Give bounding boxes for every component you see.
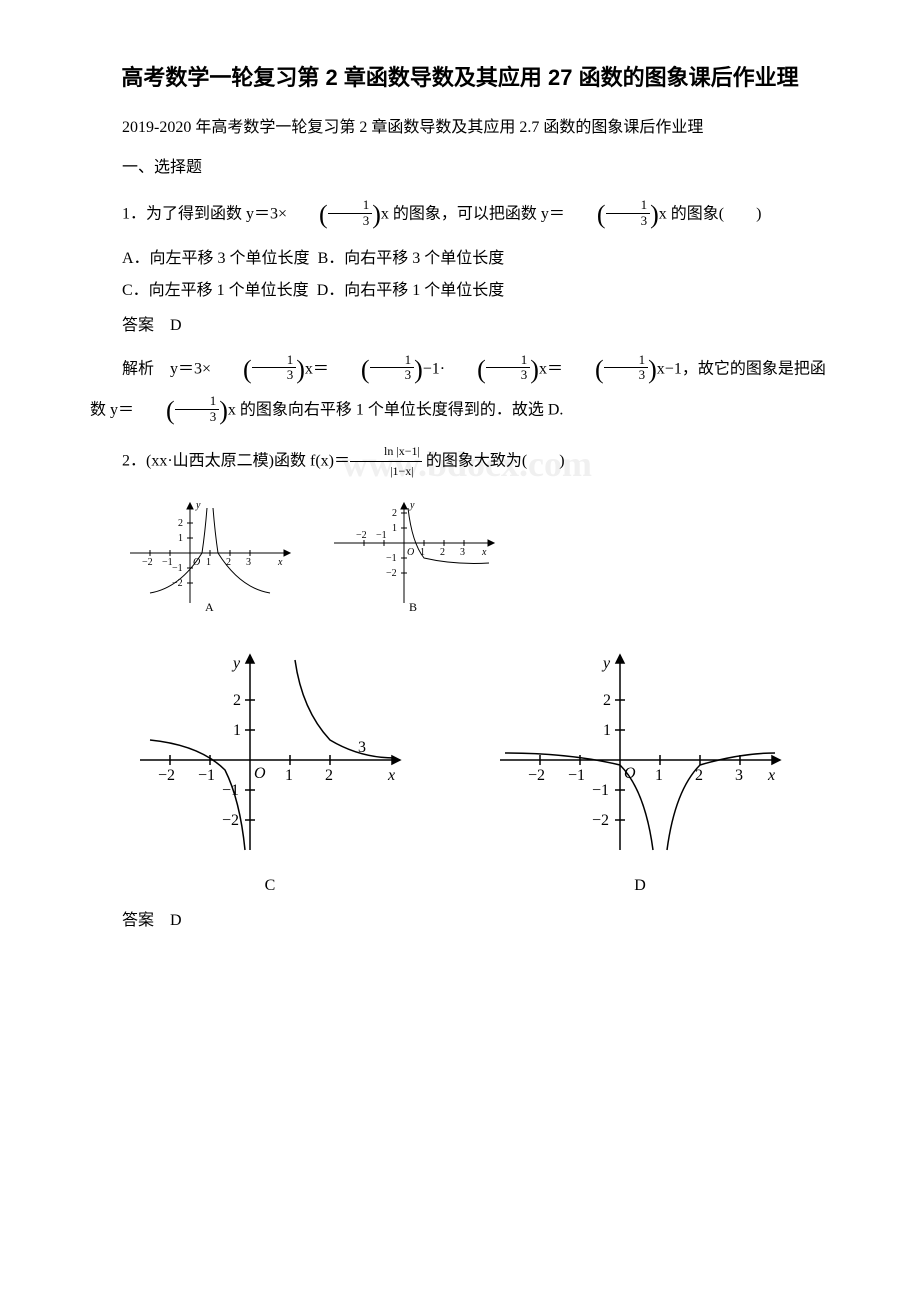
q2-stem: www.bdocx.com 2．(xx·山西太原二模)函数 f(x)＝ln |x… — [90, 442, 830, 481]
svg-text:1: 1 — [233, 722, 241, 739]
q2-answer: 答案 D — [90, 908, 830, 934]
graph-a-label: A — [205, 600, 214, 613]
svg-text:y: y — [195, 500, 201, 511]
q1-answer: 答案 D — [90, 313, 830, 339]
svg-text:−2: −2 — [172, 578, 183, 589]
q1-opt-b: B．向右平移 3 个单位长度 — [318, 250, 505, 267]
q1-expl-mid1: x＝ — [305, 360, 329, 377]
frac-1-3-icon: 13 — [563, 349, 657, 391]
q1-stem-pre: 1．为了得到函数 y＝3× — [122, 206, 287, 223]
q2-fraction: ln |x−1||1−x| — [350, 442, 422, 481]
svg-text:−2: −2 — [158, 767, 175, 784]
graph-c-label: C — [130, 873, 410, 899]
graph-d-label: D — [490, 873, 790, 899]
svg-text:x: x — [481, 547, 487, 558]
frac-1-3-icon: 13 — [211, 349, 305, 391]
svg-text:1: 1 — [655, 767, 663, 784]
svg-text:x: x — [387, 767, 395, 784]
q2-graphs-cd: −2 −1 1 2 3 1 2 −1 −2 O x y C — [90, 640, 830, 898]
svg-text:1: 1 — [420, 547, 425, 558]
subtitle: 2019-2020 年高考数学一轮复习第 2 章函数导数及其应用 2.7 函数的… — [90, 115, 830, 141]
svg-text:−2: −2 — [528, 767, 545, 784]
svg-text:1: 1 — [178, 533, 183, 544]
frac-1-3-icon: 13 — [287, 194, 381, 236]
svg-text:y: y — [231, 655, 241, 672]
svg-text:2: 2 — [178, 518, 183, 529]
q1-opt-d: D．向右平移 1 个单位长度 — [317, 282, 505, 299]
q1-stem-mid: x 的图象，可以把函数 y＝ — [381, 206, 565, 223]
q2-stem-pre: 2．(xx·山西太原二模)函数 f(x)＝ — [122, 452, 350, 469]
graph-d: −2 −1 1 2 3 1 2 −1 −2 O x y — [490, 640, 790, 860]
svg-text:y: y — [409, 500, 415, 511]
q1-options-ab: A．向左平移 3 个单位长度 B．向右平移 3 个单位长度 — [90, 246, 830, 272]
svg-text:−1: −1 — [172, 563, 183, 574]
svg-text:3: 3 — [735, 767, 743, 784]
svg-text:3: 3 — [460, 547, 465, 558]
q2-graphs-ab: −2−1 123 12 −1−2 O x y A −2−1 123 12 −1 — [120, 493, 830, 622]
svg-text:−2: −2 — [356, 530, 367, 541]
q1-expl-pre: 解析 y＝3× — [122, 360, 211, 377]
svg-text:O: O — [407, 547, 414, 558]
svg-text:2: 2 — [392, 508, 397, 519]
svg-text:3: 3 — [358, 739, 366, 756]
svg-text:1: 1 — [392, 523, 397, 534]
svg-text:O: O — [254, 765, 266, 782]
svg-text:−2: −2 — [592, 812, 609, 829]
svg-text:2: 2 — [226, 557, 231, 568]
q1-expl-mid2: −1· — [423, 360, 445, 377]
graph-c: −2 −1 1 2 3 1 2 −1 −2 O x y — [130, 640, 410, 860]
section-heading: 一、选择题 — [90, 155, 830, 181]
q1-explanation: 解析 y＝3×13x＝13−1·13x＝13x−1，故它的图象是把函数 y＝13… — [90, 349, 830, 432]
q1-stem-end: x 的图象( ) — [659, 206, 762, 223]
svg-text:2: 2 — [440, 547, 445, 558]
frac-1-3-icon: 13 — [134, 390, 228, 432]
svg-text:O: O — [624, 765, 636, 782]
svg-text:2: 2 — [695, 767, 703, 784]
svg-text:2: 2 — [603, 692, 611, 709]
frac-1-3-icon: 13 — [445, 349, 539, 391]
svg-text:1: 1 — [285, 767, 293, 784]
svg-text:O: O — [193, 557, 200, 568]
svg-text:x: x — [277, 557, 283, 568]
svg-text:−1: −1 — [386, 553, 397, 564]
svg-text:−1: −1 — [376, 530, 387, 541]
svg-text:−1: −1 — [568, 767, 585, 784]
svg-text:x: x — [767, 767, 775, 784]
svg-text:2: 2 — [325, 767, 333, 784]
svg-text:3: 3 — [246, 557, 251, 568]
q1-opt-a: A．向左平移 3 个单位长度 — [122, 250, 310, 267]
frac-1-3-icon: 13 — [329, 349, 423, 391]
graph-a: −2−1 123 12 −1−2 O x y A — [120, 493, 300, 613]
svg-text:−2: −2 — [142, 557, 153, 568]
svg-text:−2: −2 — [222, 812, 239, 829]
q2-stem-end: 的图象大致为( ) — [422, 452, 565, 469]
q1-opt-c: C．向左平移 1 个单位长度 — [122, 282, 309, 299]
q1-options-cd: C．向左平移 1 个单位长度 D．向右平移 1 个单位长度 — [90, 278, 830, 304]
q1-stem: 1．为了得到函数 y＝3×13x 的图象，可以把函数 y＝13x 的图象( ) — [90, 194, 830, 236]
svg-text:y: y — [601, 655, 611, 672]
q1-expl-mid3: x＝ — [539, 360, 563, 377]
svg-text:−1: −1 — [222, 782, 239, 799]
svg-text:1: 1 — [206, 557, 211, 568]
svg-text:1: 1 — [603, 722, 611, 739]
graph-b: −2 −1 1 2 3 1 2 −1 −2 O x y B — [324, 493, 504, 613]
svg-text:−1: −1 — [592, 782, 609, 799]
frac-1-3-icon: 13 — [565, 194, 659, 236]
svg-text:−2: −2 — [386, 568, 397, 579]
page-title: 高考数学一轮复习第 2 章函数导数及其应用 27 函数的图象课后作业理 — [90, 60, 830, 95]
q1-expl-end: x 的图象向右平移 1 个单位长度得到的．故选 D. — [228, 402, 564, 419]
svg-text:−1: −1 — [198, 767, 215, 784]
graph-b-label: B — [409, 600, 417, 613]
svg-text:2: 2 — [233, 692, 241, 709]
